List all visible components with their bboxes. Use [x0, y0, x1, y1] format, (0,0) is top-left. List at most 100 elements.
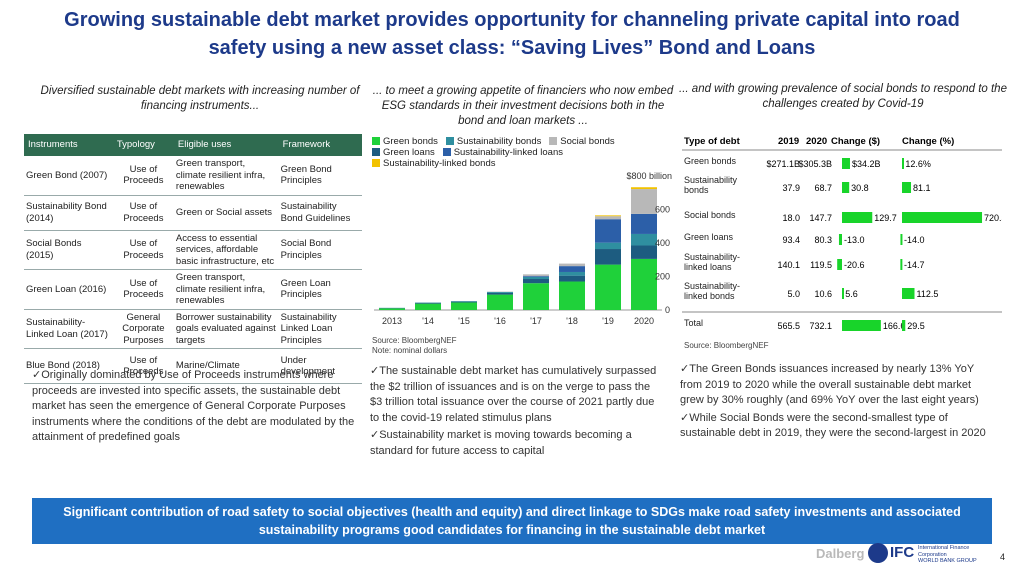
value-2020: 147.7 — [809, 213, 832, 223]
middle-subtitle: ... to meet a growing appetite of financ… — [372, 85, 674, 127]
bar-segment — [523, 279, 549, 284]
framework-cell: Social Bond Principles — [278, 230, 362, 270]
x-tick-label: '16 — [494, 316, 506, 326]
stacked-bar-chart: 2013 '14 '15 '16 '17 '18 '19 2020 0 200 400 600 $800… — [374, 171, 672, 326]
header-change-pct: Change (%) — [902, 136, 954, 147]
value-2020: 732.1 — [809, 321, 832, 331]
conclusion-banner: Significant contribution of road safety … — [32, 498, 992, 544]
bar-segment — [631, 187, 657, 190]
change-dollar-label: 5.6 — [845, 289, 858, 299]
row-type-label: Green bonds — [684, 156, 737, 166]
page-title: Growing sustainable debt market provides… — [64, 9, 960, 59]
bar-segment — [595, 216, 621, 220]
typology-cell: Use of Proceeds — [112, 348, 174, 384]
table-row: Blue Bond (2018) Use of Proceeds Marine/Cl… — [24, 348, 362, 384]
framework-cell: Under development — [278, 348, 362, 384]
legend-item-green-loans: Green loans — [372, 147, 435, 158]
bar-segment — [523, 277, 549, 280]
instruments-table: Instruments Typology Eligible uses Frame… — [24, 134, 362, 384]
bar-segment — [595, 215, 621, 217]
dalberg-logo: Dalberg — [816, 546, 865, 561]
legend-item-green-bonds: Green bonds — [372, 136, 438, 147]
framework-cell: Sustainability Bond Guidelines — [278, 195, 362, 231]
table-row: Green Loan (2016) Use of Proceeds Green tr… — [24, 269, 362, 310]
x-tick-label: 2020 — [634, 316, 654, 326]
bar-segment — [415, 303, 441, 310]
bar-segment — [523, 274, 549, 277]
row-type-label: Total — [684, 318, 703, 328]
legend-item-social-bonds: Social bonds — [549, 136, 615, 147]
header-2019: 2019 — [778, 136, 799, 147]
eligible-uses-cell: Marine/Climate — [173, 348, 279, 384]
col-eligible-uses: Eligible uses — [173, 134, 279, 156]
change-dollar-label: $34.2B — [852, 159, 881, 169]
change-dollar-bar — [842, 182, 850, 193]
col-framework: Framework — [278, 134, 362, 156]
x-tick-label: '15 — [458, 316, 470, 326]
row-type-label: Green loans — [684, 232, 734, 242]
change-pct-label: 112.5 — [917, 289, 939, 299]
instrument-cell: Blue Bond (2018) — [24, 348, 113, 384]
eligible-uses-cell: Borrower sustainability goals evaluated … — [173, 309, 279, 349]
change-pct-label: 12.6% — [905, 159, 931, 169]
typology-cell: Use of Proceeds — [112, 269, 174, 310]
middle-bullet-1: ✓The sustainable debt market has cumulat… — [370, 365, 657, 424]
x-tick-label: '17 — [530, 316, 542, 326]
framework-cell: Green Bond Principles — [278, 156, 362, 196]
instrument-cell: Green Loan (2016) — [24, 269, 113, 310]
value-2019: $271.1B — [766, 159, 800, 169]
change-pct-label: 720.3 — [984, 213, 1002, 223]
check-icon: ✓ — [370, 365, 380, 377]
bar-segment — [559, 271, 585, 276]
change-dollar-label: -13.0 — [844, 235, 865, 245]
x-tick-label: 2013 — [382, 316, 402, 326]
value-2020: 80.3 — [814, 235, 832, 245]
legend-item-sustainability-linked-loans: Sustainability-linked loans — [442, 147, 563, 158]
change-table: Type of debt 2019 2020 Change ($) Change (%)… — [682, 136, 1002, 331]
right-bullet-1: ✓The Green Bonds issuances increased by … — [680, 363, 979, 406]
change-dollar-bar — [842, 288, 844, 299]
change-pct-label: 81.1 — [913, 183, 931, 193]
change-pct-bar — [902, 320, 906, 331]
typology-cell: Use of Proceeds — [112, 156, 174, 196]
value-2020: 119.5 — [810, 260, 832, 270]
row-type-label: Sustainability-linked bondsSustainabilit… — [684, 281, 740, 301]
x-tick-label: '18 — [566, 316, 578, 326]
table-source: Source: BloombergNEF — [684, 341, 769, 350]
value-2020: 68.7 — [814, 183, 832, 193]
y-tick-label: 400 — [655, 238, 670, 248]
bar-segment — [523, 276, 549, 278]
instruments-header-row: Instruments Typology Eligible uses Frame… — [24, 134, 362, 156]
page-number: 4 — [1000, 552, 1006, 562]
change-pct-bar — [902, 182, 912, 193]
bar-segment — [487, 292, 513, 295]
bar-segment — [415, 302, 441, 304]
framework-cell: Green Loan Principles — [278, 269, 362, 310]
eligible-uses-cell: Green or Social assets — [173, 195, 279, 231]
x-tick-label: '19 — [602, 316, 614, 326]
header-2020: 2020 — [806, 136, 827, 147]
check-icon: ✓ — [680, 363, 690, 375]
value-2019: 18.0 — [782, 213, 800, 223]
change-dollar-bar — [842, 320, 881, 331]
change-pct-label: 29.5 — [907, 321, 925, 331]
change-dollar-bar — [842, 158, 850, 169]
left-subtitle: Diversified sustainable debt markets wit… — [40, 85, 360, 112]
bar-segment — [631, 258, 657, 310]
instrument-cell: Green Bond (2007) — [24, 156, 113, 196]
typology-cell: Use of Proceeds — [112, 195, 174, 231]
change-pct-bar — [902, 158, 904, 169]
change-dollar-bar — [842, 212, 873, 223]
instrument-cell: Social Bonds (2015) — [24, 230, 113, 270]
change-dollar-label: 129.7 — [874, 213, 897, 223]
typology-cell: Use of Proceeds — [112, 230, 174, 270]
bar-segment — [559, 281, 585, 310]
change-pct-bar — [902, 288, 915, 299]
change-pct-label: -14.7 — [904, 260, 925, 270]
bar-segment — [523, 283, 549, 310]
ifc-globe-icon — [868, 543, 888, 563]
ifc-name: International Finance Corporation WORLD … — [918, 545, 977, 564]
bar-segment — [631, 233, 657, 246]
row-type-label: Social bonds — [684, 210, 736, 220]
x-tick-label: '14 — [422, 316, 434, 326]
